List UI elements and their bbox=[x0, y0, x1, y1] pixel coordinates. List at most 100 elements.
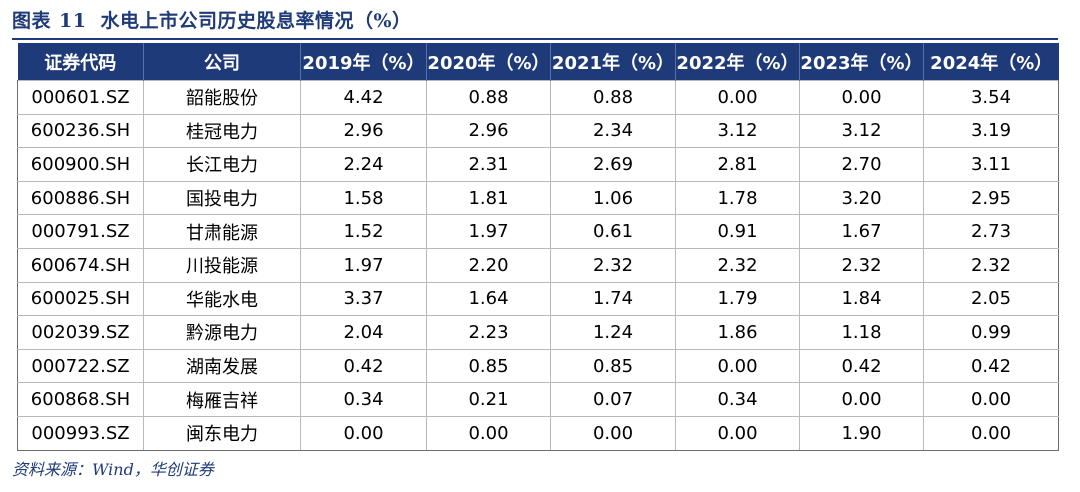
table-row: 000993.SZ 闽东电力 0.00 0.00 0.00 0.00 1.90 0.00 bbox=[17, 415, 1059, 451]
stock-code-cell: 000993.SZ bbox=[17, 415, 144, 451]
table-row: 600868.SH 梅雁吉祥 0.34 0.21 0.07 0.34 0.00 0.00 bbox=[17, 382, 1059, 417]
dividend-yield-cell: 1.52 bbox=[300, 214, 427, 249]
dividend-yield-cell: 0.91 bbox=[675, 214, 800, 249]
table-row: 600674.SH 川投能源 1.97 2.20 2.32 2.32 2.32 2.32 bbox=[17, 247, 1059, 283]
dividend-yield-cell: 2.34 bbox=[550, 113, 676, 149]
dividend-yield-cell: 1.86 bbox=[675, 315, 800, 350]
dividend-yield-cell: 1.84 bbox=[799, 281, 924, 317]
dividend-yield-cell: 0.00 bbox=[675, 80, 800, 115]
dividend-yield-cell: 2.32 bbox=[675, 247, 800, 283]
dividend-yield-cell: 4.42 bbox=[300, 80, 427, 115]
dividend-yield-cell: 0.07 bbox=[550, 382, 676, 417]
dividend-yield-cell: 2.04 bbox=[300, 315, 427, 350]
dividend-yield-cell: 0.00 bbox=[675, 415, 800, 451]
table-row: 000791.SZ 甘肃能源 1.52 1.97 0.61 0.91 1.67 2.73 bbox=[17, 214, 1059, 249]
dividend-yield-cell: 1.18 bbox=[799, 315, 924, 350]
dividend-yield-cell: 3.12 bbox=[675, 113, 800, 149]
company-name-cell: 梅雁吉祥 bbox=[143, 382, 301, 417]
dividend-yield-cell: 2.32 bbox=[799, 247, 924, 283]
dividend-yield-cell: 0.88 bbox=[550, 80, 676, 115]
dividend-yield-cell: 0.42 bbox=[923, 348, 1059, 384]
dividend-yield-cell: 2.70 bbox=[799, 147, 924, 182]
dividend-yield-cell: 1.97 bbox=[300, 247, 427, 283]
figure-label: 图表 bbox=[12, 10, 52, 32]
dividend-yield-cell: 0.42 bbox=[300, 348, 427, 384]
company-name-cell: 黔源电力 bbox=[143, 315, 301, 350]
dividend-yield-cell: 3.11 bbox=[923, 147, 1059, 182]
dividend-yield-cell: 0.99 bbox=[923, 315, 1059, 350]
table-header-row: 证券代码 公司 2019年（%） 2020年（%） 2021年（%） 2022年（%） 20… bbox=[17, 43, 1059, 81]
stock-code-cell: 000601.SZ bbox=[17, 80, 144, 115]
dividend-yield-cell: 2.05 bbox=[923, 281, 1059, 317]
stock-code-cell: 000722.SZ bbox=[17, 348, 144, 384]
dividend-yield-cell: 0.61 bbox=[550, 214, 676, 249]
dividend-yield-cell: 0.85 bbox=[550, 348, 676, 384]
company-name-cell: 川投能源 bbox=[143, 247, 301, 283]
dividend-yield-cell: 2.73 bbox=[923, 214, 1059, 249]
dividend-yield-cell: 2.31 bbox=[426, 147, 551, 182]
stock-code-cell: 600900.SH bbox=[17, 147, 144, 182]
dividend-yield-cell: 1.97 bbox=[426, 214, 551, 249]
figure-title-text: 水电上市公司历史股息率情况（%） bbox=[100, 10, 412, 32]
dividend-yield-cell: 3.20 bbox=[799, 180, 924, 216]
stock-code-cell: 600868.SH bbox=[17, 382, 144, 417]
stock-code-cell: 000791.SZ bbox=[17, 214, 144, 249]
table-row: 600900.SH 长江电力 2.24 2.31 2.69 2.81 2.70 3.11 bbox=[17, 147, 1059, 182]
dividend-yield-cell: 0.88 bbox=[426, 80, 551, 115]
table-body: 000601.SZ 韶能股份 4.42 0.88 0.88 0.00 0.00 3.54 600… bbox=[17, 80, 1059, 451]
dividend-yield-cell: 0.00 bbox=[426, 415, 551, 451]
figure-title: 图表 11 水电上市公司历史股息率情况（%） bbox=[12, 6, 412, 33]
table-row: 000722.SZ 湖南发展 0.42 0.85 0.85 0.00 0.42 0.42 bbox=[17, 348, 1059, 384]
dividend-yield-cell: 0.00 bbox=[799, 80, 924, 115]
dividend-yield-cell: 2.32 bbox=[550, 247, 676, 283]
dividend-yield-table: 证券代码 公司 2019年（%） 2020年（%） 2021年（%） 2022年（%） 20… bbox=[17, 43, 1059, 451]
dividend-yield-cell: 0.00 bbox=[923, 382, 1059, 417]
source-note: 资料来源：Wind，华创证券 bbox=[12, 460, 214, 479]
company-name-cell: 长江电力 bbox=[143, 147, 301, 182]
dividend-yield-cell: 2.32 bbox=[923, 247, 1059, 283]
dividend-yield-cell: 2.24 bbox=[300, 147, 427, 182]
dividend-yield-cell: 0.00 bbox=[300, 415, 427, 451]
dividend-yield-cell: 1.58 bbox=[300, 180, 427, 216]
dividend-yield-cell: 1.81 bbox=[426, 180, 551, 216]
company-name-cell: 闽东电力 bbox=[143, 415, 301, 451]
dividend-yield-cell: 0.00 bbox=[923, 415, 1059, 451]
stock-code-cell: 600025.SH bbox=[17, 281, 144, 317]
dividend-yield-cell: 2.23 bbox=[426, 315, 551, 350]
dividend-yield-cell: 3.54 bbox=[923, 80, 1059, 115]
stock-code-cell: 600886.SH bbox=[17, 180, 144, 216]
dividend-yield-cell: 2.69 bbox=[550, 147, 676, 182]
dividend-yield-cell: 2.81 bbox=[675, 147, 800, 182]
dividend-yield-cell: 0.85 bbox=[426, 348, 551, 384]
dividend-yield-cell: 1.64 bbox=[426, 281, 551, 317]
column-header: 证券代码 bbox=[17, 43, 144, 81]
stock-code-cell: 600674.SH bbox=[17, 247, 144, 283]
column-header: 公司 bbox=[143, 43, 301, 81]
dividend-yield-cell: 1.67 bbox=[799, 214, 924, 249]
company-name-cell: 甘肃能源 bbox=[143, 214, 301, 249]
table-row: 600886.SH 国投电力 1.58 1.81 1.06 1.78 3.20 2.95 bbox=[17, 180, 1059, 216]
table-row: 002039.SZ 黔源电力 2.04 2.23 1.24 1.86 1.18 0.99 bbox=[17, 315, 1059, 350]
column-header: 2021年（%） bbox=[550, 43, 676, 81]
table-row: 600236.SH 桂冠电力 2.96 2.96 2.34 3.12 3.12 3.19 bbox=[17, 113, 1059, 149]
dividend-yield-cell: 1.06 bbox=[550, 180, 676, 216]
dividend-yield-cell: 0.42 bbox=[799, 348, 924, 384]
dividend-yield-cell: 3.37 bbox=[300, 281, 427, 317]
stock-code-cell: 600236.SH bbox=[17, 113, 144, 149]
dividend-yield-cell: 3.12 bbox=[799, 113, 924, 149]
column-header: 2019年（%） bbox=[300, 43, 427, 81]
dividend-yield-cell: 2.95 bbox=[923, 180, 1059, 216]
dividend-yield-cell: 1.24 bbox=[550, 315, 676, 350]
dividend-yield-cell: 0.34 bbox=[675, 382, 800, 417]
dividend-yield-cell: 0.00 bbox=[550, 415, 676, 451]
dividend-yield-cell: 0.00 bbox=[675, 348, 800, 384]
column-header: 2020年（%） bbox=[426, 43, 551, 81]
dividend-yield-cell: 0.34 bbox=[300, 382, 427, 417]
column-header: 2024年（%） bbox=[923, 43, 1059, 81]
dividend-yield-cell: 1.90 bbox=[799, 415, 924, 451]
figure-number: 11 bbox=[59, 10, 87, 32]
dividend-yield-cell: 2.96 bbox=[300, 113, 427, 149]
column-header: 2023年（%） bbox=[799, 43, 924, 81]
dividend-yield-cell: 2.20 bbox=[426, 247, 551, 283]
